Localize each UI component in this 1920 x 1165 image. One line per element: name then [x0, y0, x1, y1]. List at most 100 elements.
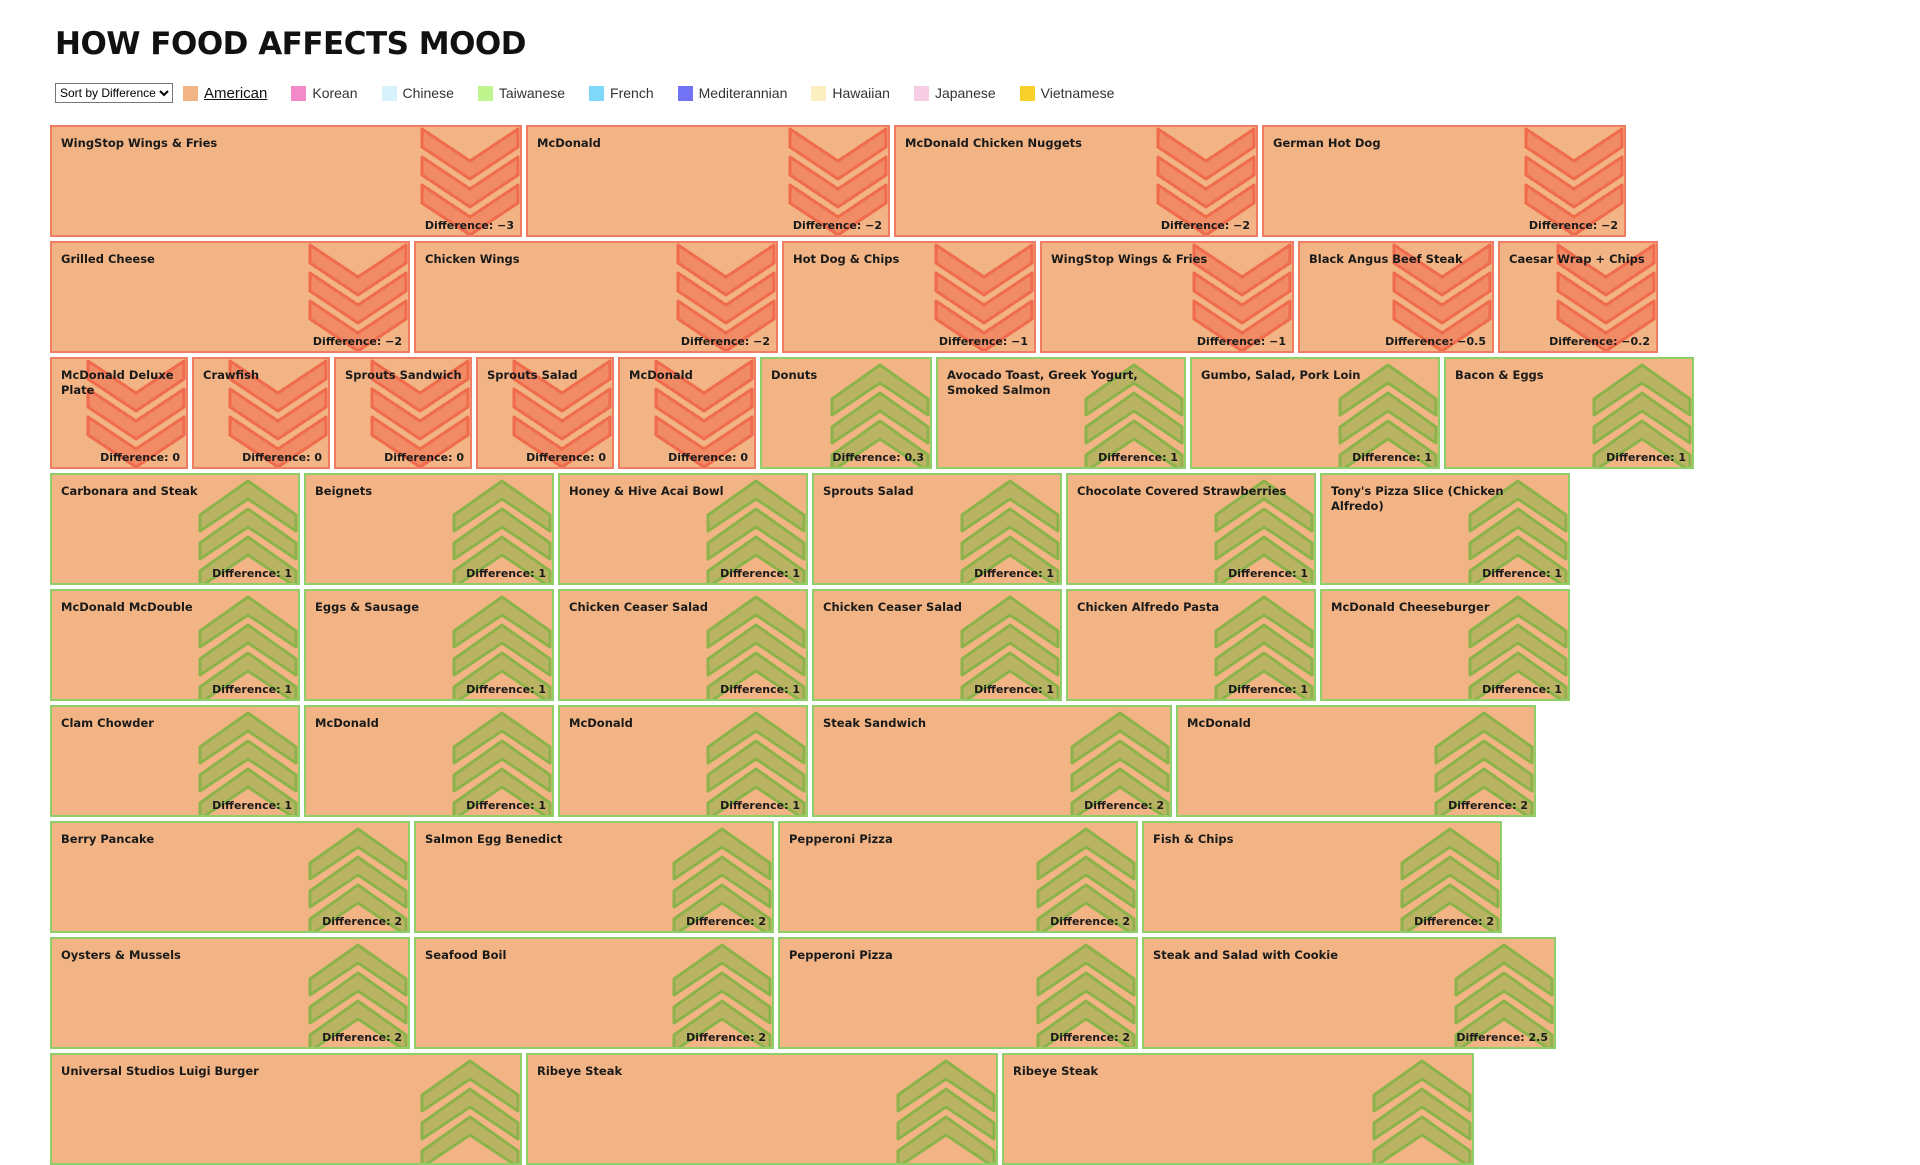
chevron-up-icon: [1036, 827, 1136, 931]
chevron-up-icon: [706, 711, 806, 815]
food-tile[interactable]: McDonald Difference: 2: [1176, 705, 1536, 817]
food-tile[interactable]: Bacon & Eggs Difference: 1: [1444, 357, 1694, 469]
food-tile[interactable]: Crawfish Difference: 0: [192, 357, 330, 469]
food-tile[interactable]: Steak and Salad with Cookie Difference: 2…: [1142, 937, 1556, 1049]
difference-label: Difference: 2: [322, 915, 402, 928]
difference-label: Difference: 2: [686, 915, 766, 928]
food-tile[interactable]: McDonald Chicken Nuggets Difference: −2: [894, 125, 1258, 237]
chevron-up-icon: [308, 827, 408, 931]
food-name: Chicken Ceaser Salad: [823, 600, 963, 614]
food-tile[interactable]: Avocado Toast, Greek Yogurt, Smoked Salm…: [936, 357, 1186, 469]
food-name: Beignets: [315, 484, 373, 498]
food-name: Black Angus Beef Steak: [1309, 252, 1463, 266]
food-tile[interactable]: Honey & Hive Acai Bowl Difference: 1: [558, 473, 808, 585]
food-tile[interactable]: Pepperoni Pizza Difference: 2: [778, 937, 1138, 1049]
food-tile[interactable]: German Hot Dog Difference: −2: [1262, 125, 1626, 237]
food-name: Universal Studios Luigi Burger: [61, 1064, 259, 1078]
food-tile[interactable]: Universal Studios Luigi Burger: [50, 1053, 522, 1165]
legend-item-american[interactable]: American: [183, 85, 267, 102]
legend-item-hawaiian[interactable]: Hawaiian: [811, 85, 890, 101]
food-tile[interactable]: Grilled Cheese Difference: −2: [50, 241, 410, 353]
legend-label: Hawaiian: [832, 85, 890, 101]
difference-label: Difference: 1: [1352, 451, 1432, 464]
legend-swatch: [291, 85, 307, 101]
food-tile[interactable]: Beignets Difference: 1: [304, 473, 554, 585]
food-name: Clam Chowder: [61, 716, 154, 730]
food-name: McDonald: [629, 368, 693, 382]
chevron-down-icon: [86, 359, 186, 467]
legend-item-chinese[interactable]: Chinese: [381, 85, 454, 101]
legend-item-french[interactable]: French: [589, 85, 654, 101]
food-name: WingStop Wings & Fries: [1051, 252, 1208, 266]
food-tile[interactable]: Black Angus Beef Steak Difference: −0.5: [1298, 241, 1494, 353]
food-name: McDonald: [1187, 716, 1251, 730]
food-tile[interactable]: Fish & Chips Difference: 2: [1142, 821, 1502, 933]
food-tile[interactable]: Berry Pancake Difference: 2: [50, 821, 410, 933]
chevron-down-icon: [370, 359, 470, 467]
food-tile[interactable]: Oysters & Mussels Difference: 2: [50, 937, 410, 1049]
food-tile[interactable]: WingStop Wings & Fries Difference: −1: [1040, 241, 1294, 353]
food-name: Carbonara and Steak: [61, 484, 198, 498]
difference-label: Difference: −2: [312, 335, 402, 348]
food-tile[interactable]: Pepperoni Pizza Difference: 2: [778, 821, 1138, 933]
food-tile[interactable]: Sprouts Salad Difference: 0: [476, 357, 614, 469]
food-tile[interactable]: Hot Dog & Chips Difference: −1: [782, 241, 1036, 353]
controls-bar: Sort by Difference American Korean Chinese…: [55, 82, 1138, 104]
difference-label: Difference: 1: [1482, 567, 1562, 580]
food-tile[interactable]: WingStop Wings & Fries Difference: −3: [50, 125, 522, 237]
food-name: Sprouts Sandwich: [345, 368, 462, 382]
difference-label: Difference: 1: [974, 567, 1054, 580]
food-tile[interactable]: Chicken Ceaser Salad Difference: 1: [558, 589, 808, 701]
food-name: McDonald: [315, 716, 379, 730]
legend-item-japanese[interactable]: Japanese: [913, 85, 996, 101]
food-tile[interactable]: Sprouts Salad Difference: 1: [812, 473, 1062, 585]
legend-item-mediterannian[interactable]: Mediterannian: [677, 85, 787, 101]
food-tile[interactable]: McDonald Cheeseburger Difference: 1: [1320, 589, 1570, 701]
food-name: Chocolate Covered Strawberries: [1077, 484, 1287, 498]
food-tile[interactable]: McDonald Difference: 1: [558, 705, 808, 817]
food-tile[interactable]: Ribeye Steak: [526, 1053, 998, 1165]
difference-label: Difference: 0: [242, 451, 322, 464]
food-name: McDonald Deluxe Plate: [61, 368, 174, 397]
food-tile[interactable]: Sprouts Sandwich Difference: 0: [334, 357, 472, 469]
chevron-up-icon: [1468, 595, 1568, 699]
chevron-up-icon: [452, 595, 552, 699]
food-name: McDonald: [569, 716, 633, 730]
legend-swatch: [1019, 85, 1035, 101]
food-tile[interactable]: McDonald Difference: 0: [618, 357, 756, 469]
chevron-down-icon: [1392, 243, 1492, 351]
food-tile[interactable]: Seafood Boil Difference: 2: [414, 937, 774, 1049]
food-tile[interactable]: Ribeye Steak: [1002, 1053, 1474, 1165]
food-tile[interactable]: Chocolate Covered Strawberries Difference…: [1066, 473, 1316, 585]
legend-item-vietnamese[interactable]: Vietnamese: [1019, 85, 1114, 101]
difference-label: Difference: 2: [686, 1031, 766, 1044]
food-tile[interactable]: Clam Chowder Difference: 1: [50, 705, 300, 817]
difference-label: Difference: −2: [1528, 219, 1618, 232]
food-tile[interactable]: Salmon Egg Benedict Difference: 2: [414, 821, 774, 933]
sort-dropdown[interactable]: Sort by Difference: [55, 83, 173, 103]
food-tile[interactable]: Carbonara and Steak Difference: 1: [50, 473, 300, 585]
chevron-up-icon: [1434, 711, 1534, 815]
food-tile[interactable]: Gumbo, Salad, Pork Loin Difference: 1: [1190, 357, 1440, 469]
food-tile[interactable]: McDonald Difference: −2: [526, 125, 890, 237]
food-tile[interactable]: Eggs & Sausage Difference: 1: [304, 589, 554, 701]
food-tile[interactable]: McDonald Deluxe Plate Difference: 0: [50, 357, 188, 469]
food-tile[interactable]: McDonald Difference: 1: [304, 705, 554, 817]
food-name: Berry Pancake: [61, 832, 155, 846]
chevron-down-icon: [1556, 243, 1656, 351]
food-tile[interactable]: Caesar Wrap + Chips Difference: −0.2: [1498, 241, 1658, 353]
chevron-down-icon: [1156, 127, 1256, 235]
food-tile[interactable]: Steak Sandwich Difference: 2: [812, 705, 1172, 817]
food-tile[interactable]: Chicken Alfredo Pasta Difference: 1: [1066, 589, 1316, 701]
legend-label: Taiwanese: [498, 85, 566, 101]
legend-item-korean[interactable]: Korean: [291, 85, 358, 101]
food-tile[interactable]: Donuts Difference: 0.3: [760, 357, 932, 469]
food-tile[interactable]: Tony's Pizza Slice (Chicken Alfredo) Diff…: [1320, 473, 1570, 585]
chevron-up-icon: [830, 363, 930, 467]
food-tile[interactable]: Chicken Wings Difference: −2: [414, 241, 778, 353]
food-name: McDonald Cheeseburger: [1331, 600, 1490, 614]
food-tile[interactable]: McDonald McDouble Difference: 1: [50, 589, 300, 701]
food-tile[interactable]: Chicken Ceaser Salad Difference: 1: [812, 589, 1062, 701]
difference-label: Difference: 0.3: [832, 451, 924, 464]
legend-item-taiwanese[interactable]: Taiwanese: [477, 85, 566, 101]
